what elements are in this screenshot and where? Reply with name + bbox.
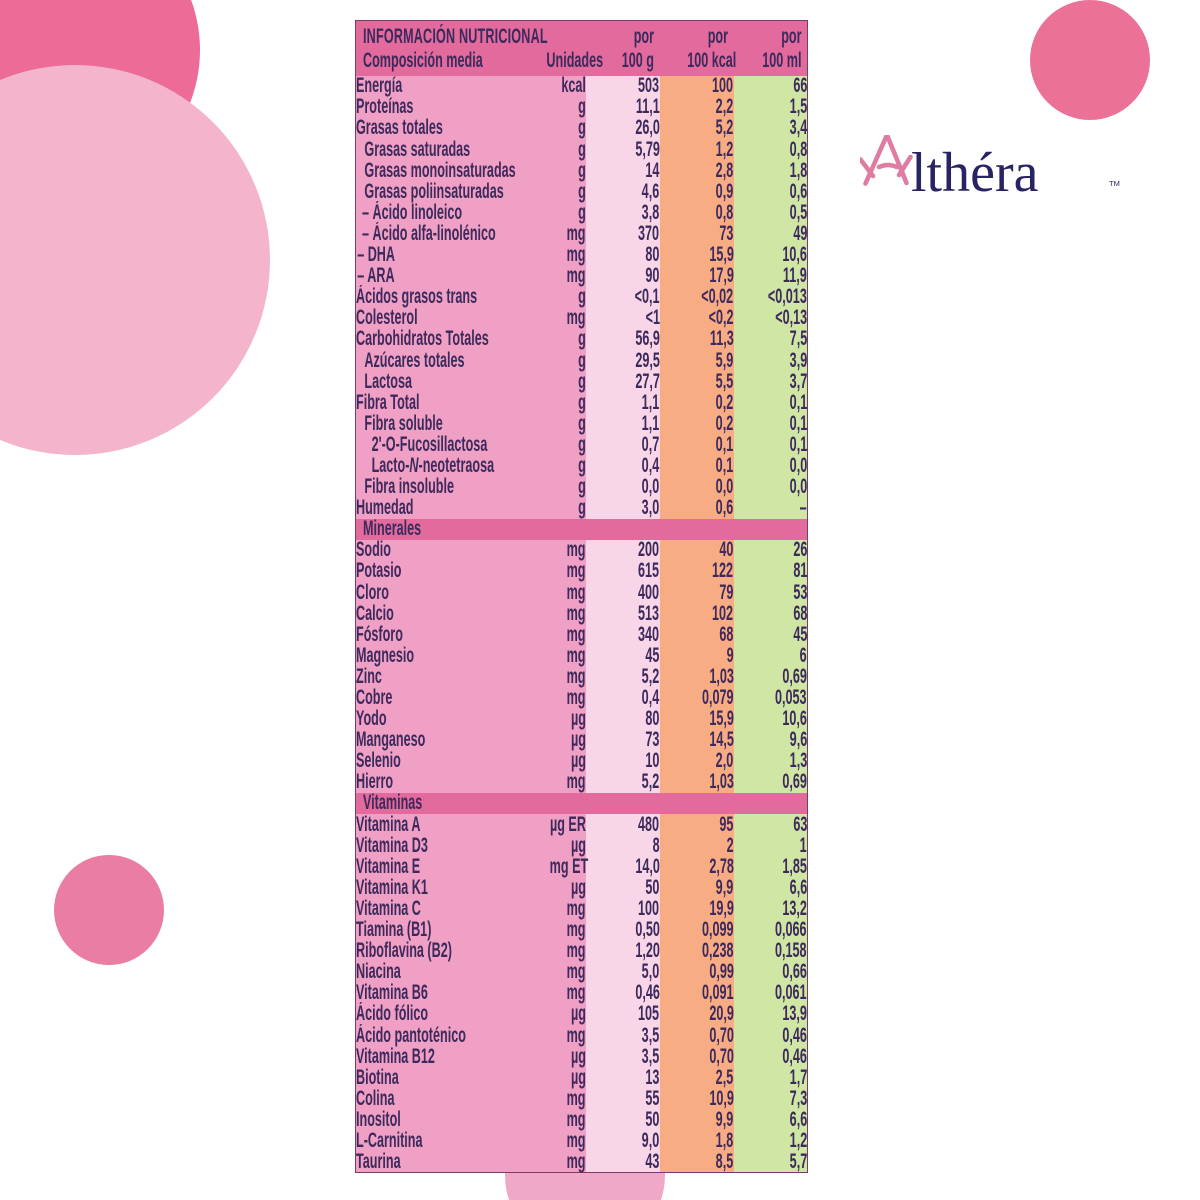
svg-text:TM: TM xyxy=(1109,179,1120,188)
svg-text:lthéra: lthéra xyxy=(911,142,1039,204)
